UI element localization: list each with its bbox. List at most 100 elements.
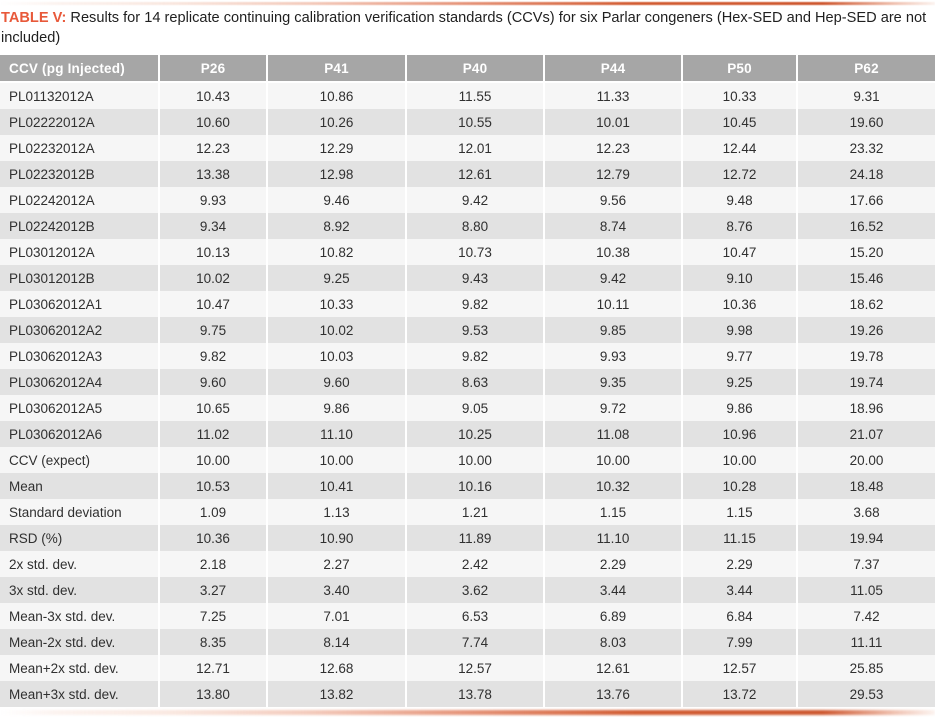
cell-value: 12.57	[407, 655, 545, 681]
cell-value: 9.82	[407, 291, 545, 317]
cell-value: 2.42	[407, 551, 545, 577]
cell-value: 9.75	[160, 317, 268, 343]
cell-value: 9.43	[407, 265, 545, 291]
row-label: 3x std. dev.	[0, 577, 160, 603]
table-row: PL02222012A 10.60 10.26 10.55 10.01 10.45 19.6…	[0, 109, 935, 135]
cell-value: 6.89	[545, 603, 683, 629]
row-label: PL03062012A3	[0, 343, 160, 369]
cell-value: 9.93	[160, 187, 268, 213]
cell-value: 10.26	[268, 109, 407, 135]
cell-value: 8.80	[407, 213, 545, 239]
cell-value: 10.45	[683, 109, 798, 135]
cell-value: 9.85	[545, 317, 683, 343]
cell-value: 10.32	[545, 473, 683, 499]
cell-value: 10.60	[160, 109, 268, 135]
row-label: PL03062012A4	[0, 369, 160, 395]
cell-value: 10.96	[683, 421, 798, 447]
cell-value: 9.46	[268, 187, 407, 213]
cell-value: 12.44	[683, 135, 798, 161]
table-row: Mean+2x std. dev. 12.71 12.68 12.57 12.61 12.…	[0, 655, 935, 681]
table-row: PL03062012A1 10.47 10.33 9.82 10.11 10.36 18.6…	[0, 291, 935, 317]
cell-value: 10.73	[407, 239, 545, 265]
cell-value: 9.25	[683, 369, 798, 395]
cell-value: 9.77	[683, 343, 798, 369]
cell-value: 10.65	[160, 395, 268, 421]
row-label: Mean-2x std. dev.	[0, 629, 160, 655]
cell-value: 13.72	[683, 681, 798, 707]
cell-value: 23.32	[849, 140, 884, 156]
table-row: PL02242012A 9.93 9.46 9.42 9.56 9.48 17.66	[0, 187, 935, 213]
table-row: PL02232012B 13.38 12.98 12.61 12.79 12.72 24.1…	[0, 161, 935, 187]
cell-value: 9.34	[160, 213, 268, 239]
cell-value: 10.36	[683, 291, 798, 317]
cell-value: 11.55	[407, 83, 545, 109]
cell-value: 11.10	[545, 525, 683, 551]
cell-value: 7.37	[853, 556, 880, 572]
cell-value: 10.43	[160, 83, 268, 109]
cell-value: 12.72	[683, 161, 798, 187]
cell-value: 9.05	[407, 395, 545, 421]
cell-value: 10.11	[545, 291, 683, 317]
table-row: PL03062012A2 9.75 10.02 9.53 9.85 9.98 19.26	[0, 317, 935, 343]
cell-value: 10.47	[683, 239, 798, 265]
row-label: PL03062012A6	[0, 421, 160, 447]
cell-value: 18.48	[849, 478, 884, 494]
table-row: PL03062012A3 9.82 10.03 9.82 9.93 9.77 19.78	[0, 343, 935, 369]
cell-value: 8.92	[268, 213, 407, 239]
row-label: PL02242012B	[0, 213, 160, 239]
cell-value: 13.76	[545, 681, 683, 707]
cell-value: 10.03	[268, 343, 407, 369]
cell-value: 13.80	[160, 681, 268, 707]
table-caption: TABLE V: Results for 14 replicate continu…	[0, 0, 933, 48]
cell-value: 25.85	[849, 660, 884, 676]
table-row: PL03012012B 10.02 9.25 9.43 9.42 9.10 15.46	[0, 265, 935, 291]
cell-value: 10.16	[407, 473, 545, 499]
row-label: PL02222012A	[0, 109, 160, 135]
row-label: Mean	[0, 473, 160, 499]
cell-value: 9.60	[268, 369, 407, 395]
cell-value: 29.53	[849, 686, 884, 702]
cell-value: 19.26	[849, 322, 884, 338]
top-accent-bar	[0, 2, 935, 5]
cell-value: 10.13	[160, 239, 268, 265]
cell-value: 2.18	[160, 551, 268, 577]
cell-value: 10.01	[545, 109, 683, 135]
table-row: 3x std. dev. 3.27 3.40 3.62 3.44 3.44 11.05	[0, 577, 935, 603]
cell-value: 8.63	[407, 369, 545, 395]
cell-value: 13.78	[407, 681, 545, 707]
table-row: Mean+3x std. dev. 13.80 13.82 13.78 13.76 13.…	[0, 681, 935, 707]
cell-value: 1.15	[683, 499, 798, 525]
cell-value: 12.23	[160, 135, 268, 161]
cell-value: 10.53	[160, 473, 268, 499]
cell-value: 15.20	[849, 244, 884, 260]
cell-value: 15.46	[849, 270, 884, 286]
cell-value: 8.14	[268, 629, 407, 655]
cell-value: 10.02	[160, 265, 268, 291]
cell-value: 9.98	[683, 317, 798, 343]
table-row: Mean-2x std. dev. 8.35 8.14 7.74 8.03 7.99 11.…	[0, 629, 935, 655]
cell-value: 2.27	[268, 551, 407, 577]
column-header: P50	[683, 55, 798, 83]
cell-value: 10.47	[160, 291, 268, 317]
cell-value: 9.72	[545, 395, 683, 421]
cell-value: 18.96	[849, 400, 884, 416]
column-header: P40	[407, 55, 545, 83]
row-label: PL03012012B	[0, 265, 160, 291]
cell-value: 9.93	[545, 343, 683, 369]
cell-value: 7.42	[853, 608, 880, 624]
cell-value: 10.33	[268, 291, 407, 317]
cell-value: 10.28	[683, 473, 798, 499]
cell-value: 12.01	[407, 135, 545, 161]
cell-value: 12.23	[545, 135, 683, 161]
ccv-results-table: CCV (pg Injected) P26 P41 P40 P44 P50 P62 PL01…	[0, 55, 935, 707]
cell-value: 11.08	[545, 421, 683, 447]
cell-value: 3.68	[853, 504, 880, 520]
cell-value: 11.11	[850, 634, 883, 650]
cell-value: 10.02	[268, 317, 407, 343]
cell-value: 9.82	[160, 343, 268, 369]
table-row: RSD (%) 10.36 10.90 11.89 11.10 11.15 19.94	[0, 525, 935, 551]
row-label: Mean+2x std. dev.	[0, 655, 160, 681]
cell-value: 11.05	[850, 582, 883, 598]
cell-value: 10.55	[407, 109, 545, 135]
